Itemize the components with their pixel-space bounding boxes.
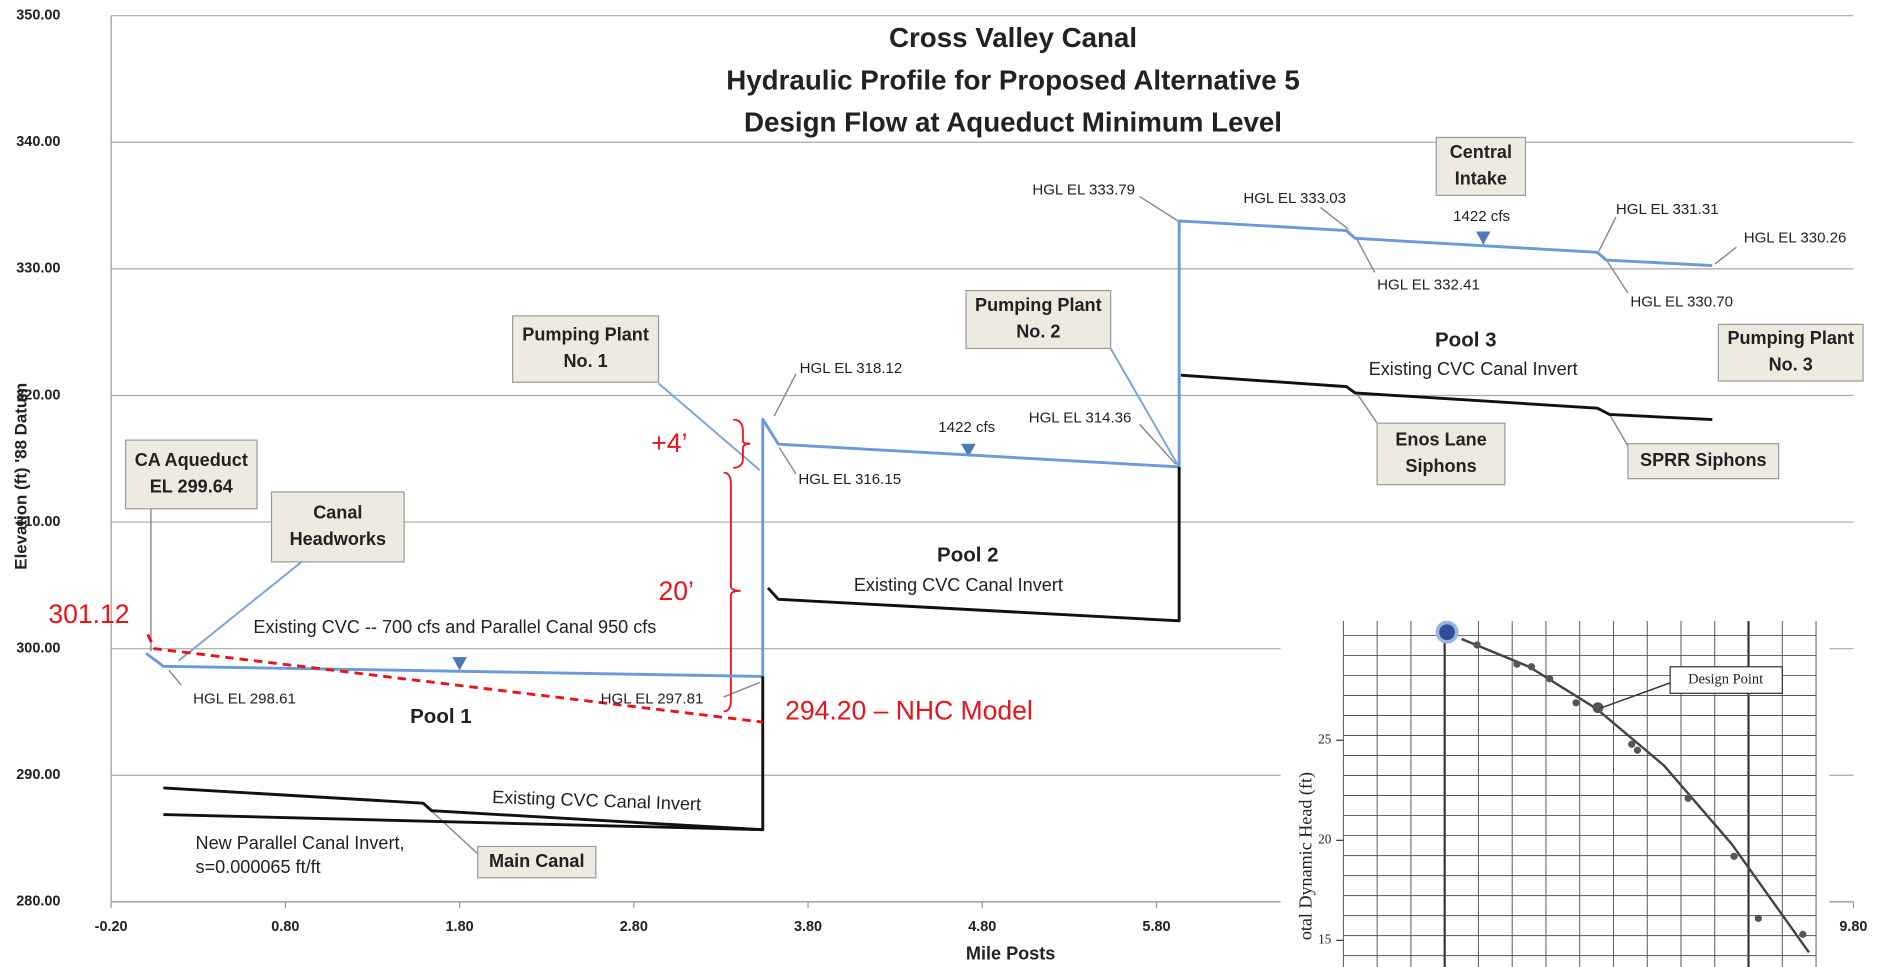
annotation: HGL EL 332.41 <box>1377 277 1480 294</box>
annotation: HGL EL 314.36 <box>1029 409 1132 426</box>
x-tick-label: 1.80 <box>446 919 474 935</box>
inset-y-tick-label: 20 <box>1318 831 1332 846</box>
y-tick-label: 280.00 <box>16 894 60 910</box>
y-tick-label: 350.00 <box>16 7 60 23</box>
annotation: Pool 1 <box>410 705 471 728</box>
annotation: Existing CVC Canal Invert <box>492 787 702 814</box>
annotation: HGL EL 330.70 <box>1630 294 1733 311</box>
data-point <box>1628 741 1635 748</box>
inset-y-tick-label: 15 <box>1318 931 1332 946</box>
data-point <box>1513 661 1520 668</box>
annotation: 1422 cfs <box>1453 208 1510 225</box>
callout-text: No. 3 <box>1769 355 1813 375</box>
callout-text: Siphons <box>1405 456 1476 476</box>
y-tick-label: 300.00 <box>16 640 60 656</box>
data-point <box>1799 931 1806 938</box>
callout-text: Main Canal <box>489 851 584 871</box>
y-tick-label: 340.00 <box>16 134 60 150</box>
x-tick-label: 9.80 <box>1839 919 1867 935</box>
callout-text: Pumping Plant <box>522 325 649 345</box>
annotation: Existing CVC Canal Invert <box>854 575 1063 595</box>
data-point <box>1755 915 1762 922</box>
annotation: HGL EL 333.79 <box>1032 181 1135 198</box>
x-tick-label: 3.80 <box>794 919 822 935</box>
series-line <box>163 815 762 830</box>
inset-chart: 15 20 25 otal Dynamic Head (ft) Design Point <box>1281 613 1830 967</box>
x-tick-label: 0.80 <box>271 919 299 935</box>
x-axis-title: Mile Posts <box>966 944 1055 964</box>
annotation: Existing CVC Canal Invert <box>1369 359 1578 379</box>
data-point <box>1730 853 1737 860</box>
title-line: Hydraulic Profile for Proposed Alternati… <box>726 64 1300 95</box>
annotation: HGL EL 298.61 <box>193 690 296 707</box>
callout-text: No. 2 <box>1016 322 1060 342</box>
callout-text: Central <box>1450 142 1512 162</box>
callout-text: No. 1 <box>563 351 607 371</box>
title-line: Cross Valley Canal <box>889 22 1137 53</box>
data-point <box>1572 699 1579 706</box>
data-point <box>1684 795 1691 802</box>
inset-annotation: Design Point <box>1688 671 1763 687</box>
annotation: Existing CVC -- 700 cfs and Parallel Can… <box>253 617 656 637</box>
annotation: Pool 3 <box>1435 329 1496 352</box>
data-point <box>1473 641 1480 648</box>
title-line: Design Flow at Aqueduct Minimum Level <box>744 107 1282 138</box>
x-tick-label: 4.80 <box>968 919 996 935</box>
operating-point <box>1437 623 1456 642</box>
annotation: 20’ <box>659 576 694 606</box>
callout-text: Canal <box>313 502 362 522</box>
annotation: +4’ <box>651 428 687 458</box>
annotation: 301.12 <box>48 599 129 629</box>
y-axis-title: Elevation (ft) '88 Datum <box>11 383 30 570</box>
callout-text: Intake <box>1455 168 1507 188</box>
x-tick-label: -0.20 <box>95 919 128 935</box>
x-tick-label: 2.80 <box>620 919 648 935</box>
callout-text: Pumping Plant <box>975 295 1102 315</box>
annotation: HGL EL 318.12 <box>800 360 903 377</box>
y-tick-label: 330.00 <box>16 261 60 277</box>
annotation: HGL EL 297.81 <box>601 690 704 707</box>
annotation: HGL EL 333.03 <box>1243 190 1346 207</box>
x-tick-label: 5.80 <box>1142 919 1170 935</box>
callout-text: CA Aqueduct <box>135 450 248 470</box>
series-line <box>1181 375 1712 419</box>
annotation: HGL EL 330.26 <box>1744 230 1847 247</box>
data-point <box>1546 675 1553 682</box>
annotation: HGL EL 316.15 <box>798 471 901 488</box>
data-point <box>1634 747 1641 754</box>
data-point <box>1528 663 1535 670</box>
y-tick-label: 290.00 <box>16 767 60 783</box>
callout-text: EL 299.64 <box>150 477 233 497</box>
inset-y-axis-title: otal Dynamic Head (ft) <box>1295 772 1316 940</box>
callout-text: SPRR Siphons <box>1640 450 1767 470</box>
callout-text: Pumping Plant <box>1727 328 1854 348</box>
annotation: s=0.000065 ft/ft <box>196 857 321 877</box>
callout-text: Enos Lane <box>1395 429 1486 449</box>
annotation: 1422 cfs <box>938 419 995 436</box>
callout-text: Headworks <box>290 529 386 549</box>
annotation: HGL EL 331.31 <box>1616 201 1719 218</box>
inset-y-tick-label: 25 <box>1318 731 1332 746</box>
annotation: New Parallel Canal Invert, <box>196 833 405 853</box>
inset-background <box>1281 613 1830 967</box>
annotation: Pool 2 <box>937 543 998 566</box>
annotation: 294.20 – NHC Model <box>785 696 1033 726</box>
chart: 280.00290.00300.00310.00320.00330.00340.… <box>0 0 1891 967</box>
